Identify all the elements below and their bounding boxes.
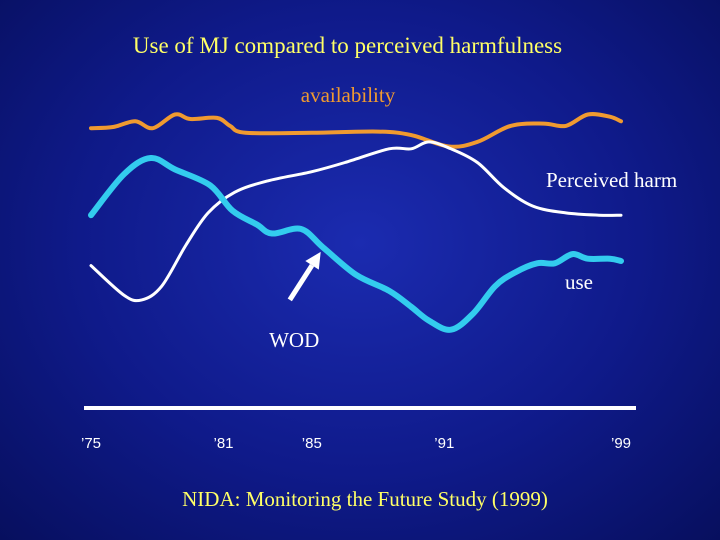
x-tick-label: ’75 — [81, 435, 101, 452]
x-tick-label: ’85 — [302, 435, 322, 452]
series-label-use: use — [565, 270, 593, 294]
series-line-availability — [89, 112, 623, 149]
series-label-availability: availability — [301, 83, 396, 107]
series-line-use — [88, 154, 624, 333]
series-label-perceived-harm: Perceived harm — [546, 168, 677, 192]
x-tick-label: ’99 — [611, 435, 631, 452]
series-line-perceived-harm — [89, 140, 623, 303]
chart-title: Use of MJ compared to perceived harmfuln… — [132, 33, 563, 58]
x-tick-label: ’81 — [213, 435, 233, 452]
annotation-layer: WOD — [269, 251, 321, 352]
wod-arrow-head — [305, 251, 321, 270]
source-caption: NIDA: Monitoring the Future Study (1999) — [182, 487, 548, 511]
x-tick-label: ’91 — [434, 435, 454, 452]
wod-arrow-shaft — [287, 263, 315, 302]
tick-layer: ’75 ’81 ’85 ’91 ’99 — [81, 435, 631, 452]
series-layer — [88, 112, 624, 333]
annotation-wod: WOD — [269, 328, 319, 352]
